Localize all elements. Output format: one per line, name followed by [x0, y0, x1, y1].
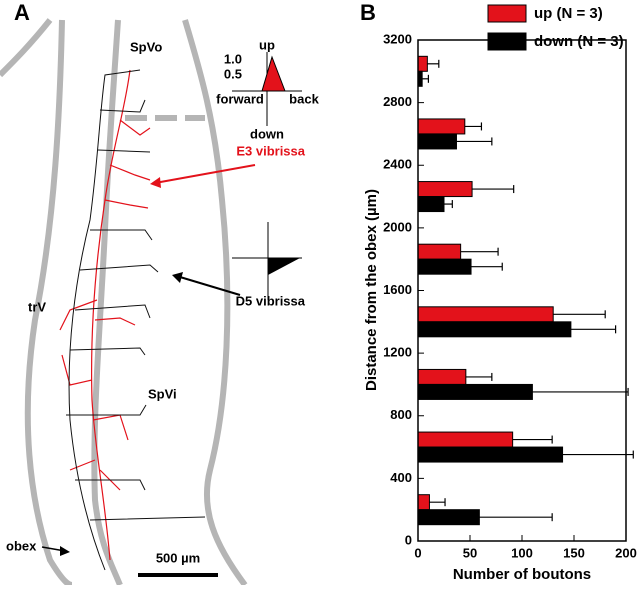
legend-label: down (N = 3) [534, 33, 624, 50]
direction-key-black [232, 222, 302, 300]
region-label: SpVi [148, 386, 177, 401]
y-tick-label: 3200 [383, 31, 412, 46]
x-tick-label: 100 [511, 545, 533, 560]
y-tick-label: 2000 [383, 219, 412, 234]
y-tick-label: 400 [390, 470, 412, 485]
key-label: forward [216, 91, 264, 106]
neuron-label: D5 vibrissa [236, 293, 306, 308]
y-tick-label: 0 [405, 532, 412, 547]
bar [417, 368, 467, 385]
bar [417, 258, 472, 275]
arrow [154, 164, 256, 184]
y-tick-label: 2400 [383, 157, 412, 172]
key-label: back [289, 91, 319, 106]
key-label: 0.5 [224, 66, 242, 81]
key-label: 1.0 [224, 51, 242, 66]
x-tick-label: 50 [463, 545, 477, 560]
key-label: up [259, 37, 275, 52]
bar [417, 55, 428, 72]
obex-label: obex [6, 538, 37, 553]
x-tick-label: 200 [615, 545, 637, 560]
direction-key-red [232, 52, 302, 126]
scale-label: 500 µm [156, 550, 200, 565]
panel-label: A [14, 0, 30, 25]
bar [417, 446, 564, 463]
outlines [0, 18, 248, 588]
legend-swatch [487, 32, 527, 51]
y-axis-label: Distance from the obex (µm) [363, 189, 380, 391]
legend-label: up (N = 3) [534, 5, 603, 22]
y-tick-label: 2800 [383, 94, 412, 109]
y-tick-label: 1200 [383, 345, 412, 360]
bar [417, 431, 514, 448]
region-label: SpVo [130, 39, 162, 54]
bar [417, 383, 533, 400]
arrow-head [150, 177, 161, 188]
y-tick-label: 1600 [383, 282, 412, 297]
plot-frame [417, 39, 627, 542]
bar [417, 494, 430, 511]
black-neuron [66, 69, 206, 571]
arrow-head [60, 546, 70, 556]
legend-swatch [487, 4, 527, 23]
bar [417, 181, 473, 198]
panel-a: A up 1.0 0.5 forward back down [0, 0, 320, 588]
x-axis-label: Number of boutons [453, 566, 591, 583]
arrow [179, 276, 241, 296]
panel-label: B [360, 0, 376, 25]
bar [417, 243, 462, 260]
x-tick-label: 0 [414, 545, 421, 560]
bar [417, 306, 554, 323]
bar [417, 196, 445, 213]
neuron-label: E3 vibrissa [236, 143, 305, 158]
y-tick-label: 800 [390, 407, 412, 422]
region-label: trV [28, 299, 46, 314]
x-tick-label: 150 [563, 545, 585, 560]
bar [417, 118, 466, 135]
arrow-head [172, 272, 183, 283]
bar [417, 133, 457, 150]
key-label: down [250, 126, 284, 141]
bar [417, 321, 572, 338]
red-neuron [59, 69, 151, 561]
bar [417, 509, 480, 526]
